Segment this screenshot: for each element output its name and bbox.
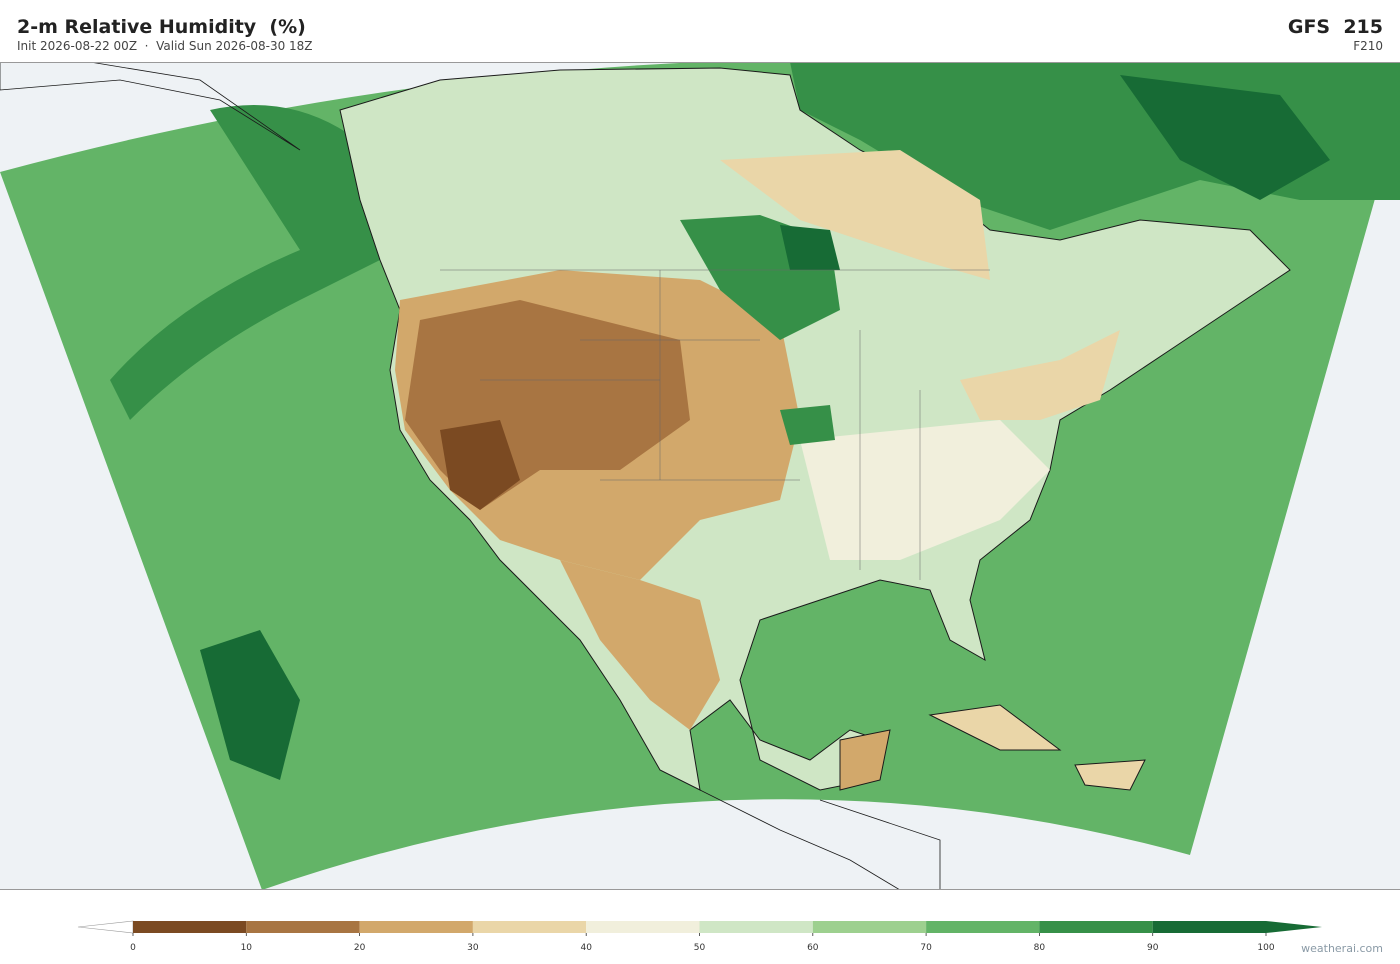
colorbar-tick-label: 70 (920, 943, 932, 953)
colorbar-tick-label: 90 (1147, 943, 1159, 953)
over-extend (1266, 921, 1322, 933)
wet-patch (200, 630, 300, 780)
colorbar-tick-label: 10 (241, 943, 253, 953)
title: 2-m Relative Humidity (%) (17, 16, 306, 38)
colorbar-tick-label: 20 (354, 943, 366, 953)
borders (440, 269, 990, 580)
colorbar-segment (359, 921, 473, 933)
colorbar-segment (133, 921, 247, 933)
plains-wet (780, 405, 835, 445)
model: GFS 215 (1287, 16, 1383, 38)
southeast (800, 420, 1050, 560)
mexico-dry (560, 560, 720, 730)
forecast-hour: F210 (1353, 39, 1383, 53)
colorbar-segment (1152, 921, 1266, 933)
colorbar-tick-label: 30 (467, 943, 479, 953)
wet-band (110, 105, 380, 420)
colorbar: 0 10 20 30 40 50 60 70 80 90 100 (77, 920, 1322, 953)
colorbar-segment (246, 921, 360, 933)
hispaniola (1074, 759, 1146, 791)
map (0, 62, 1400, 890)
cuba (928, 704, 1062, 751)
colorbar-segment (472, 921, 587, 933)
alaska-coast (0, 62, 301, 151)
desert (440, 420, 520, 510)
prairie-dry (720, 150, 990, 280)
central-america-coast (699, 789, 941, 890)
yucatan (839, 729, 891, 791)
northeast-dry (960, 330, 1120, 420)
under-extend (77, 920, 134, 934)
manitoba-wet (780, 225, 840, 270)
colorbar-tick-label: 80 (1034, 943, 1046, 953)
colorbar-segment (586, 921, 700, 933)
colorbar-segment (1039, 921, 1153, 933)
quebec-wet (1120, 75, 1330, 200)
colorbar-tick-label: 100 (1257, 943, 1274, 953)
colorbar-tick-label: 60 (807, 943, 819, 953)
colorbar-tick-label: 0 (130, 943, 136, 953)
colorbar-segment (699, 921, 813, 933)
subtitle: Init 2026-08-22 00Z · Valid Sun 2026-08-… (17, 39, 313, 53)
colorbar-tick-label: 50 (694, 943, 706, 953)
colorbar-segment (926, 921, 1040, 933)
watermark: weatherai.com (1301, 942, 1383, 955)
colorbar-tick-label: 40 (580, 943, 592, 953)
colorbar-segment (812, 921, 927, 933)
